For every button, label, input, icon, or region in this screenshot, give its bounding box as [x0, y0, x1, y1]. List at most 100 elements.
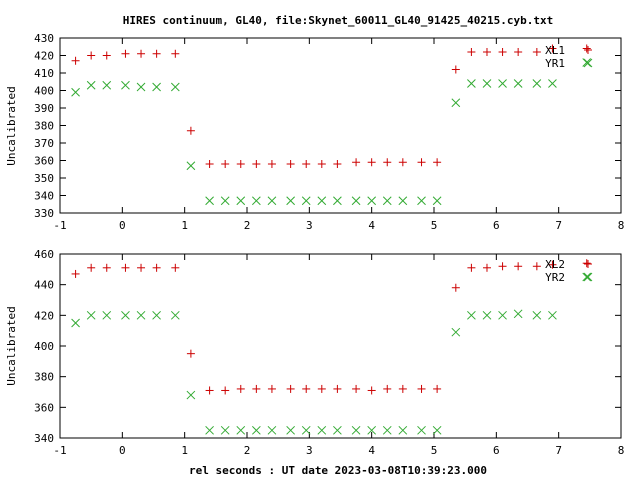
- data-point-yr1: [432, 196, 442, 206]
- data-point-xl1: [451, 65, 460, 74]
- x-tick-label: 7: [555, 219, 562, 232]
- y-tick-label: 410: [34, 67, 54, 80]
- x-tick-label: -1: [53, 444, 66, 457]
- data-point-yr1: [121, 80, 130, 90]
- data-point-xl1: [102, 51, 111, 60]
- data-point-xl2: [267, 384, 276, 393]
- data-point-xl1: [152, 49, 161, 58]
- x-tick-label: 1: [181, 219, 188, 232]
- data-point-xl2: [548, 260, 557, 269]
- data-point-yr2: [86, 310, 96, 320]
- y-tick-label: 400: [34, 85, 54, 98]
- data-point-yr2: [582, 272, 592, 282]
- x-tick-label: 7: [555, 444, 562, 457]
- data-point-yr1: [548, 79, 557, 88]
- data-point-yr2: [301, 425, 311, 435]
- data-point-xl1: [532, 48, 541, 56]
- data-point-yr1: [186, 161, 196, 171]
- y-tick-label: 420: [34, 309, 54, 322]
- y-tick-label: 390: [34, 102, 54, 115]
- y-tick-label: 400: [34, 340, 54, 353]
- data-point-yr2: [417, 425, 426, 435]
- bottom-data-marks: [71, 259, 592, 435]
- x-tick-label: 4: [368, 444, 375, 457]
- data-point-xl2: [205, 386, 214, 395]
- data-point-yr1: [482, 79, 492, 88]
- data-point-xl2: [137, 263, 146, 272]
- x-tick-label: 2: [244, 444, 251, 457]
- data-point-yr2: [382, 425, 392, 435]
- data-point-yr1: [398, 196, 408, 206]
- data-point-yr2: [205, 425, 214, 435]
- data-point-xl2: [367, 386, 376, 395]
- data-point-xl2: [333, 384, 342, 393]
- data-point-yr1: [367, 196, 377, 206]
- data-point-xl1: [548, 44, 557, 53]
- data-point-xl2: [352, 384, 361, 393]
- x-tick-label: 0: [119, 444, 126, 457]
- data-point-yr2: [136, 310, 146, 320]
- data-point-xl1: [498, 48, 507, 56]
- legend-sample-yr2: [583, 272, 593, 282]
- y-tick-label: 370: [34, 137, 54, 150]
- bottom-legend: XL2 YR2: [545, 258, 593, 284]
- legend-marker-xl2: [584, 260, 592, 268]
- data-point-xl1: [171, 49, 180, 58]
- x-tick-label: 0: [119, 219, 126, 232]
- x-tick-label: -1: [53, 219, 66, 232]
- data-point-yr1: [267, 196, 277, 206]
- data-point-yr1: [170, 82, 180, 92]
- data-point-yr2: [170, 310, 180, 320]
- data-point-yr1: [451, 98, 461, 108]
- data-point-xl1: [121, 49, 130, 58]
- data-point-xl2: [302, 384, 311, 393]
- top-y-axis-label: Uncalibrated: [5, 86, 18, 165]
- bottom-y-axis: 340 360 380 400 420 440 460: [34, 248, 621, 445]
- data-point-yr1: [86, 80, 96, 90]
- x-tick-label: 2: [244, 219, 251, 232]
- data-point-yr2: [102, 310, 112, 320]
- data-point-yr1: [286, 196, 295, 206]
- data-point-xl2: [71, 269, 80, 278]
- data-point-yr1: [251, 196, 261, 206]
- data-point-yr1: [417, 196, 426, 206]
- bottom-plot-frame: [59, 253, 622, 439]
- legend-sample-yr1: [583, 58, 593, 68]
- data-point-xl1: [286, 160, 295, 168]
- y-tick-label: 340: [34, 432, 54, 445]
- data-point-xl1: [417, 158, 426, 167]
- data-point-yr2: [467, 310, 476, 320]
- data-point-xl2: [451, 283, 460, 292]
- data-point-xl2: [152, 263, 161, 272]
- data-point-yr1: [382, 196, 392, 206]
- data-point-xl2: [221, 386, 230, 395]
- y-tick-label: 380: [34, 120, 54, 133]
- y-tick-label: 350: [34, 172, 54, 185]
- data-point-yr2: [451, 327, 461, 337]
- data-point-xl1: [398, 158, 407, 167]
- y-tick-label: 360: [34, 401, 54, 414]
- bottom-y-axis-label: Uncalibrated: [5, 306, 18, 385]
- data-point-xl1: [367, 158, 376, 167]
- data-point-xl2: [398, 384, 407, 393]
- chart-title: HIRES continuum, GL40, file:Skynet_60011…: [123, 14, 553, 27]
- data-point-xl1: [252, 160, 261, 168]
- top-plot-frame: [59, 37, 622, 214]
- data-point-xl1: [236, 160, 245, 168]
- data-point-yr2: [333, 425, 342, 435]
- data-point-yr1: [498, 79, 507, 88]
- data-point-xl2: [498, 262, 507, 271]
- data-point-yr2: [398, 425, 408, 435]
- data-point-xl1: [482, 48, 491, 56]
- data-point-xl1: [267, 160, 276, 168]
- data-point-xl2: [121, 263, 130, 272]
- data-point-xl2: [286, 384, 295, 393]
- data-point-yr1: [152, 82, 161, 92]
- top-data-marks: [71, 44, 592, 206]
- data-point-yr2: [351, 425, 361, 435]
- y-tick-label: 430: [34, 32, 54, 45]
- legend-sample-xl1: [584, 46, 592, 54]
- data-point-yr1: [220, 196, 230, 206]
